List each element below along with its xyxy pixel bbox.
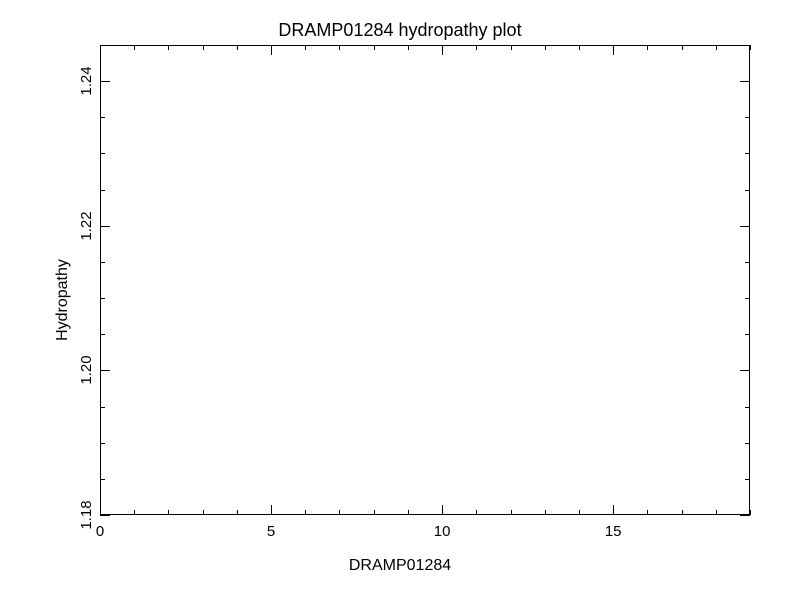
x-tick-label: 10 (434, 523, 451, 540)
x-tick-minor (647, 45, 648, 50)
x-tick-minor (545, 510, 546, 515)
y-tick-major (100, 81, 110, 82)
y-tick-minor (100, 407, 105, 408)
y-tick-minor (745, 479, 750, 480)
y-tick-major (100, 370, 110, 371)
x-tick-minor (716, 45, 717, 50)
x-tick-minor (476, 510, 477, 515)
x-tick-minor (408, 510, 409, 515)
y-tick-minor (100, 117, 105, 118)
x-tick-minor (682, 510, 683, 515)
y-tick-major (100, 515, 110, 516)
x-tick-minor (237, 45, 238, 50)
chart-container: DRAMP01284 hydropathy plot Hydropathy DR… (0, 0, 800, 600)
y-tick-minor (745, 190, 750, 191)
y-tick-major (740, 370, 750, 371)
y-tick-major (100, 226, 110, 227)
x-tick-minor (305, 45, 306, 50)
x-tick-minor (305, 510, 306, 515)
x-tick-label: 15 (605, 523, 622, 540)
y-tick-minor (745, 45, 750, 46)
x-tick-minor (545, 45, 546, 50)
y-tick-label: 1.22 (78, 211, 95, 240)
y-axis-label: Hydropathy (54, 259, 72, 341)
x-tick-major (271, 45, 272, 55)
y-tick-major (740, 226, 750, 227)
x-tick-minor (716, 510, 717, 515)
y-tick-minor (100, 153, 105, 154)
y-tick-minor (100, 479, 105, 480)
x-tick-minor (134, 45, 135, 50)
x-tick-minor (750, 45, 751, 50)
y-tick-minor (100, 334, 105, 335)
y-tick-minor (100, 45, 105, 46)
x-tick-minor (579, 510, 580, 515)
x-tick-minor (511, 45, 512, 50)
x-tick-minor (682, 45, 683, 50)
x-tick-minor (647, 510, 648, 515)
y-tick-minor (100, 443, 105, 444)
y-tick-label: 1.24 (78, 67, 95, 96)
x-tick-minor (168, 510, 169, 515)
chart-title: DRAMP01284 hydropathy plot (278, 20, 521, 41)
y-tick-minor (745, 334, 750, 335)
x-tick-minor (511, 510, 512, 515)
x-tick-major (613, 505, 614, 515)
y-tick-label: 1.20 (78, 356, 95, 385)
x-tick-minor (168, 45, 169, 50)
x-tick-major (442, 505, 443, 515)
x-axis-label: DRAMP01284 (349, 557, 451, 575)
x-tick-label: 0 (96, 523, 104, 540)
y-tick-minor (100, 262, 105, 263)
x-tick-minor (408, 45, 409, 50)
y-tick-label: 1.18 (78, 500, 95, 529)
x-tick-major (442, 45, 443, 55)
y-tick-major (740, 515, 750, 516)
y-tick-major (740, 81, 750, 82)
plot-area (100, 45, 750, 515)
x-tick-minor (374, 45, 375, 50)
x-tick-minor (134, 510, 135, 515)
x-tick-minor (476, 45, 477, 50)
x-tick-minor (339, 45, 340, 50)
y-tick-minor (100, 190, 105, 191)
x-tick-minor (203, 45, 204, 50)
x-tick-major (100, 45, 101, 55)
x-tick-minor (339, 510, 340, 515)
y-tick-minor (745, 153, 750, 154)
x-tick-minor (579, 45, 580, 50)
y-tick-minor (745, 443, 750, 444)
y-tick-minor (745, 262, 750, 263)
x-tick-major (271, 505, 272, 515)
x-tick-label: 5 (267, 523, 275, 540)
x-tick-minor (237, 510, 238, 515)
x-tick-major (100, 505, 101, 515)
x-tick-major (613, 45, 614, 55)
y-tick-minor (100, 298, 105, 299)
x-tick-minor (203, 510, 204, 515)
x-tick-minor (374, 510, 375, 515)
y-tick-minor (745, 407, 750, 408)
x-tick-minor (750, 510, 751, 515)
y-tick-minor (745, 117, 750, 118)
y-tick-minor (745, 298, 750, 299)
